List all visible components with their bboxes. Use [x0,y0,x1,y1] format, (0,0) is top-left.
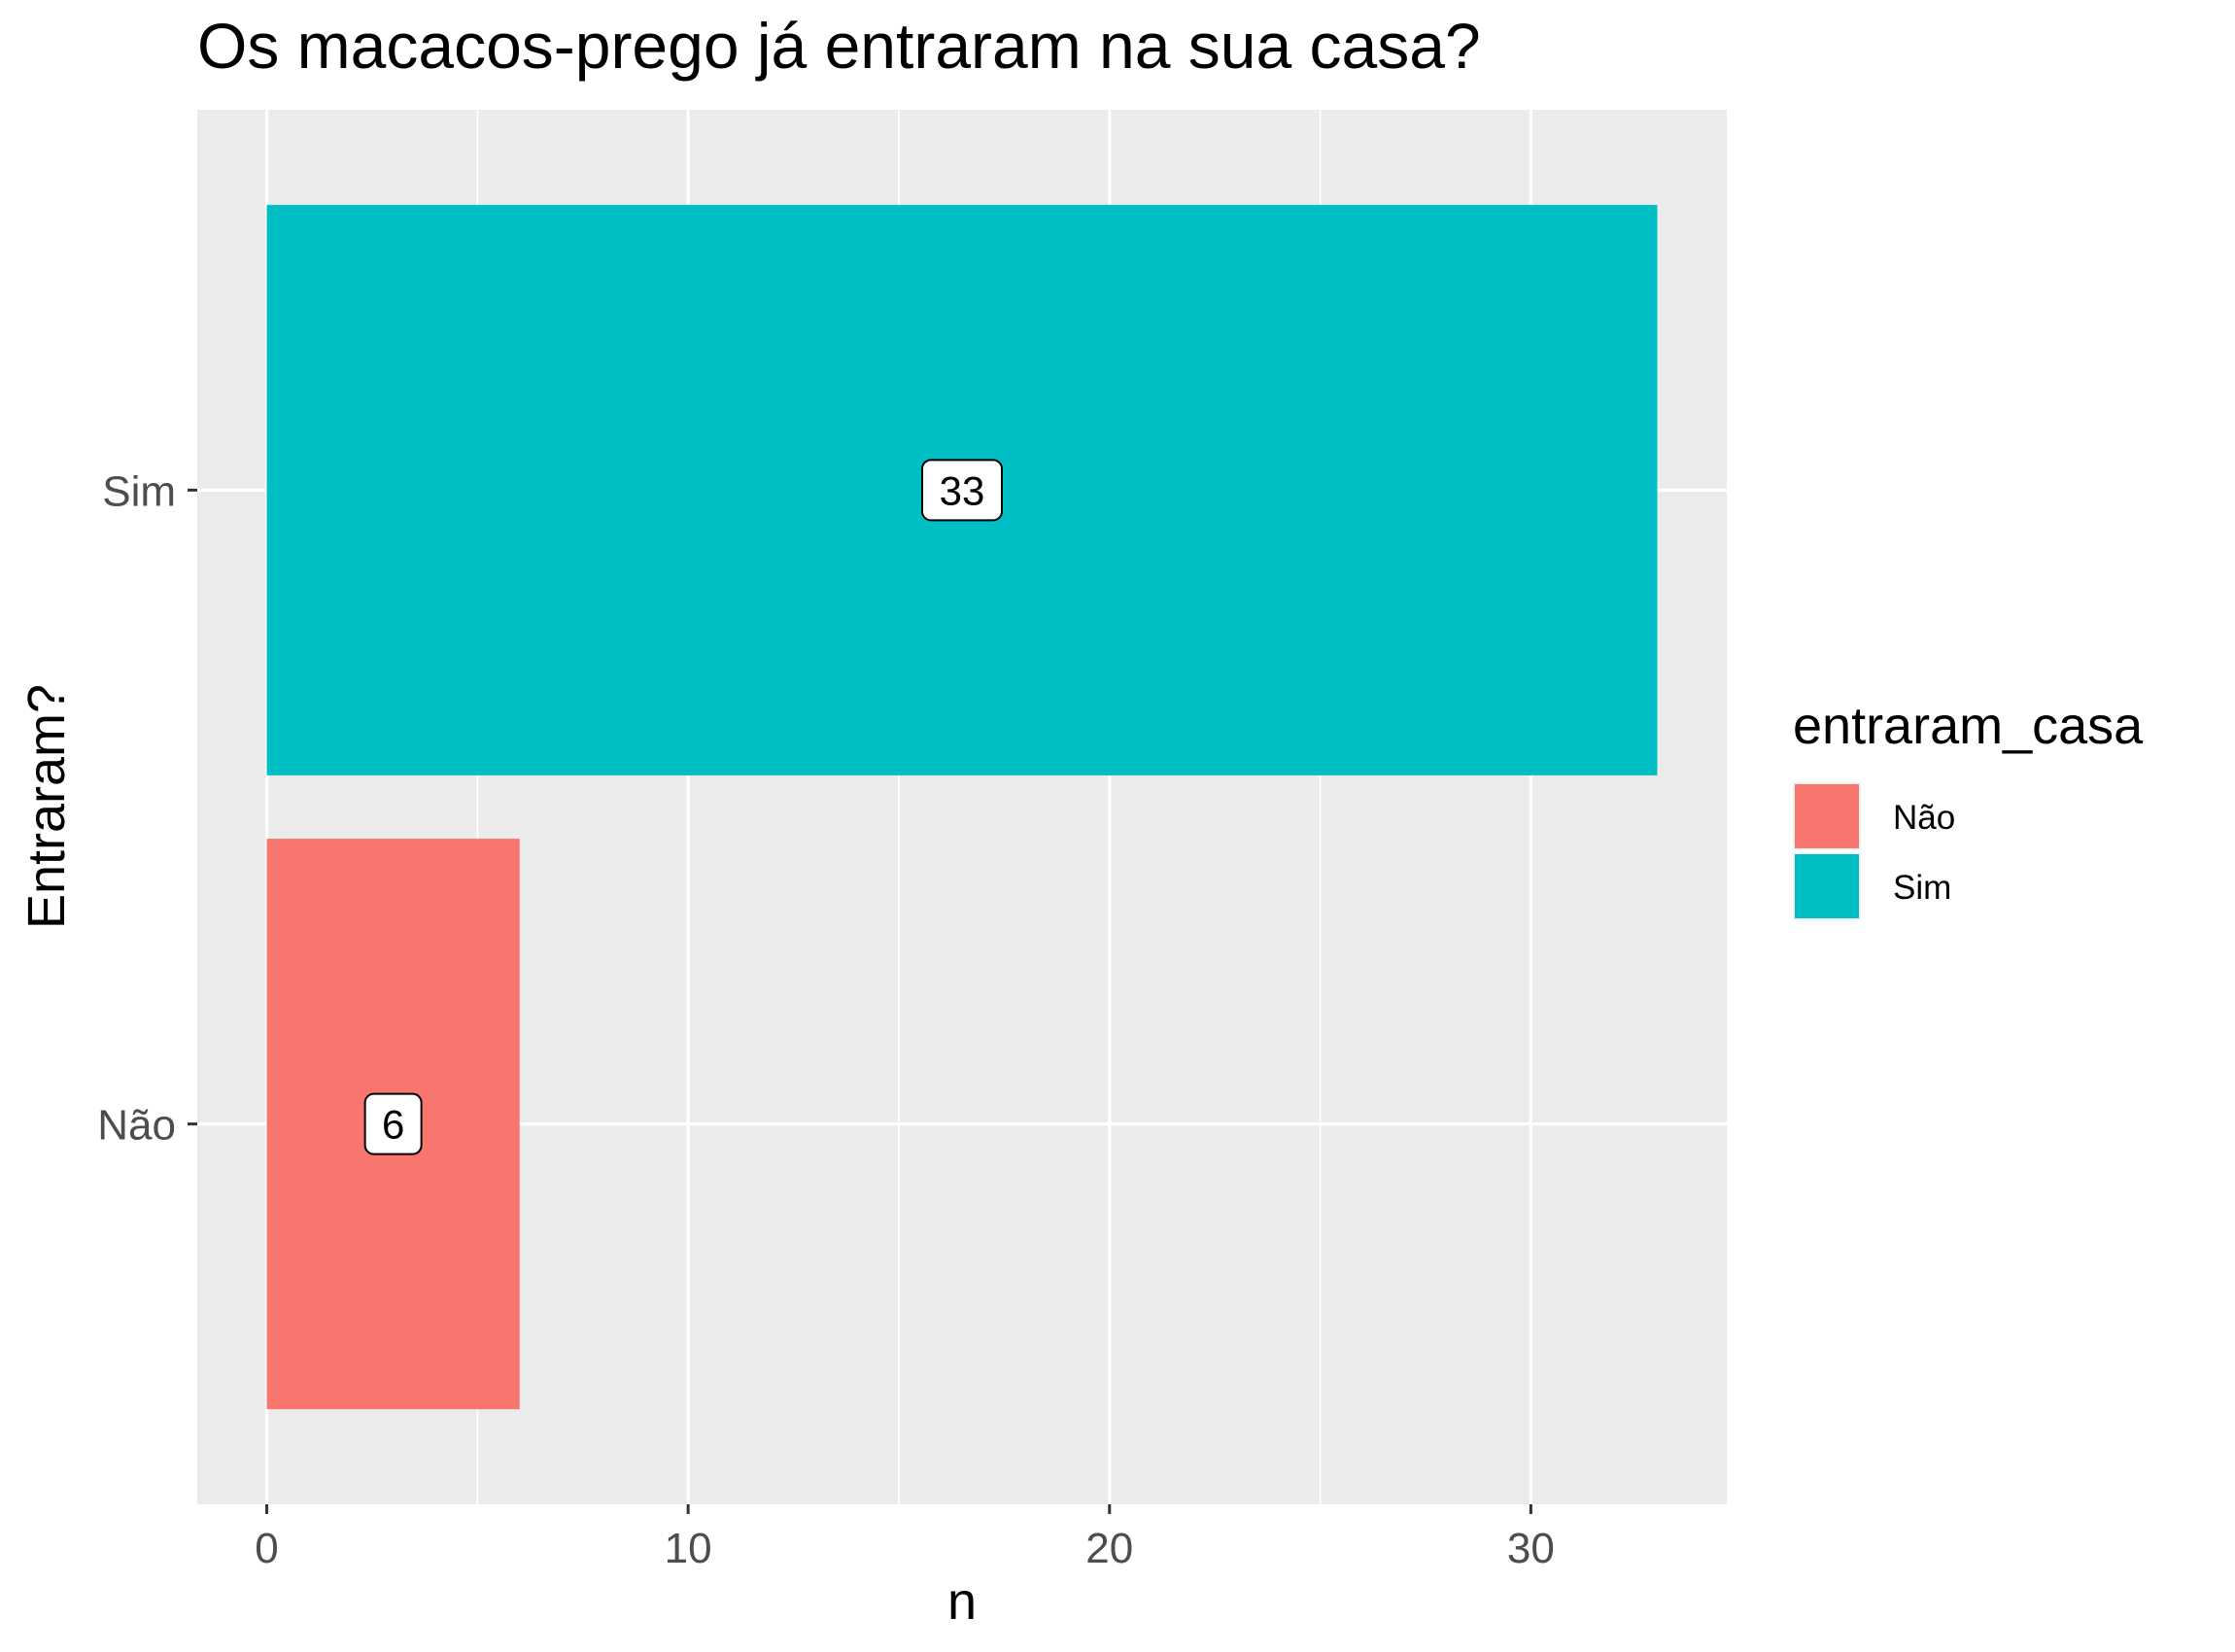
legend-key-sim [1795,854,1859,918]
y-tick-label: Não [97,1102,176,1150]
x-tick-label: 0 [255,1525,278,1572]
y-axis-title: Entraram? [17,684,76,929]
data-label-box [363,1092,423,1155]
y-tick-label: Sim [102,467,176,515]
legend: entraram_casa Não Sim [1793,697,2144,920]
x-tick-label: 30 [1507,1525,1555,1572]
x-axis-title: n [947,1572,977,1631]
legend-title: entraram_casa [1793,697,2144,755]
legend-label: Não [1893,799,1955,837]
legend-label: Sim [1893,869,1951,907]
y-axis: Não Sim [97,467,197,1150]
data-labels: 6 33 [363,459,1003,1155]
x-tick-label: 20 [1085,1525,1133,1572]
data-label-box [921,459,1003,522]
legend-entries: Não Sim [1793,782,1955,920]
x-axis: 0 10 20 30 [255,1504,1555,1572]
chart-title: Os macacos-prego já entraram na sua casa… [197,10,1481,82]
x-tick-label: 10 [665,1525,712,1572]
legend-key-nao [1795,784,1859,848]
data-label: 33 [940,467,985,513]
data-label: 6 [382,1102,404,1148]
